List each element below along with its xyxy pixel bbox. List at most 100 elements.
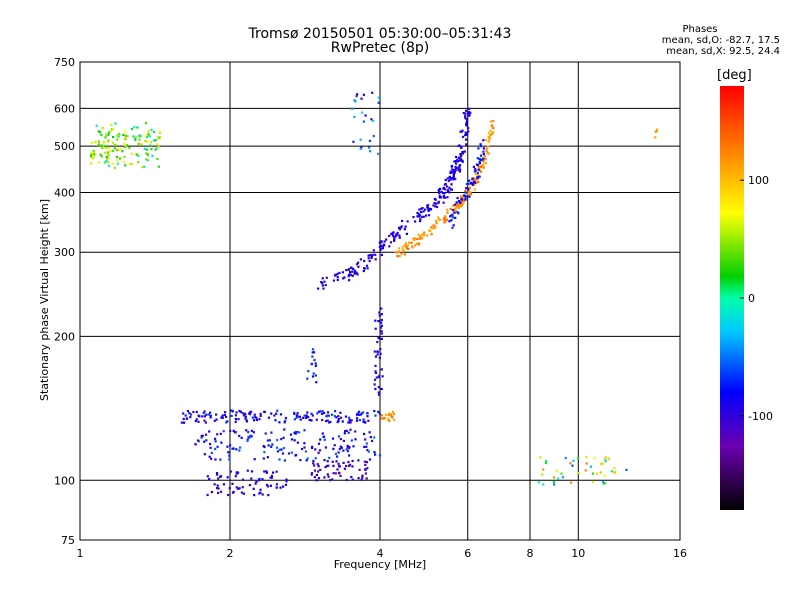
data-point <box>355 271 358 274</box>
data-point <box>407 247 410 250</box>
data-point <box>310 412 313 415</box>
data-point <box>450 219 453 222</box>
data-point <box>348 445 351 449</box>
data-point <box>458 164 462 167</box>
data-point <box>313 476 316 479</box>
data-point <box>428 214 431 217</box>
data-point <box>438 190 441 193</box>
data-point <box>339 416 343 419</box>
data-point <box>143 165 146 168</box>
data-point <box>450 171 453 174</box>
data-point <box>312 372 315 375</box>
data-point <box>107 161 110 164</box>
data-point <box>332 464 335 467</box>
data-point <box>336 278 339 281</box>
data-point <box>469 111 472 114</box>
data-point <box>435 219 438 223</box>
data-point <box>296 441 299 444</box>
data-point <box>276 450 280 453</box>
data-point <box>383 244 386 247</box>
data-point <box>426 206 429 209</box>
data-point <box>314 448 317 451</box>
data-point <box>216 487 219 490</box>
data-point <box>253 458 256 461</box>
data-point <box>221 416 224 419</box>
data-point <box>100 155 104 158</box>
data-point <box>388 419 391 423</box>
data-point <box>339 474 342 477</box>
data-point <box>359 138 362 141</box>
data-point <box>203 415 206 418</box>
data-point <box>366 449 369 452</box>
data-point <box>323 280 326 283</box>
data-point <box>213 419 216 422</box>
data-point <box>345 464 348 468</box>
data-point <box>345 448 348 451</box>
data-point <box>438 194 441 198</box>
data-point <box>333 444 336 447</box>
data-point <box>268 439 271 442</box>
data-point <box>313 464 316 467</box>
data-point <box>358 419 361 422</box>
data-point <box>384 416 387 420</box>
data-point <box>467 107 470 110</box>
data-point <box>266 456 269 459</box>
data-point <box>454 160 457 163</box>
data-point <box>145 140 148 143</box>
data-point <box>289 433 293 436</box>
data-point <box>469 191 472 194</box>
data-point <box>393 236 396 239</box>
data-point <box>156 157 159 161</box>
data-point <box>284 419 287 422</box>
data-point <box>226 420 229 423</box>
data-point <box>325 276 328 279</box>
data-point <box>270 474 274 477</box>
data-point <box>238 434 241 438</box>
data-point <box>380 368 383 371</box>
data-point <box>101 147 104 150</box>
data-point <box>338 465 341 468</box>
data-point <box>229 470 232 473</box>
data-point <box>410 241 413 244</box>
data-point <box>362 93 365 96</box>
data-point <box>350 266 353 269</box>
data-point <box>343 467 346 470</box>
data-point <box>353 269 357 272</box>
data-point <box>469 192 473 196</box>
data-point <box>106 146 109 149</box>
data-point <box>265 471 268 474</box>
data-point <box>298 415 301 418</box>
data-point <box>310 473 313 476</box>
data-point <box>363 267 366 270</box>
data-point <box>203 440 206 443</box>
data-point <box>210 457 213 460</box>
data-point <box>430 233 433 236</box>
data-point <box>124 145 127 148</box>
data-point <box>259 491 262 494</box>
data-point <box>400 226 403 229</box>
data-point <box>255 416 258 420</box>
data-point <box>333 415 336 418</box>
data-point <box>460 145 463 148</box>
data-point <box>393 418 396 421</box>
data-point <box>486 151 489 155</box>
data-point <box>545 459 548 463</box>
data-point <box>246 439 249 442</box>
data-point <box>367 419 370 422</box>
data-point <box>654 136 657 139</box>
data-point <box>203 453 206 456</box>
data-point <box>155 147 158 150</box>
data-point <box>274 419 277 422</box>
data-point <box>293 412 296 415</box>
data-point <box>318 449 322 452</box>
data-point <box>467 130 470 133</box>
data-point <box>426 204 429 207</box>
data-point <box>444 188 447 191</box>
data-point <box>378 375 381 379</box>
data-point <box>380 318 383 322</box>
data-point <box>349 274 352 277</box>
data-point <box>107 133 110 136</box>
data-point <box>334 410 337 413</box>
data-point <box>412 237 415 240</box>
y-tick-label: 750 <box>54 56 75 69</box>
